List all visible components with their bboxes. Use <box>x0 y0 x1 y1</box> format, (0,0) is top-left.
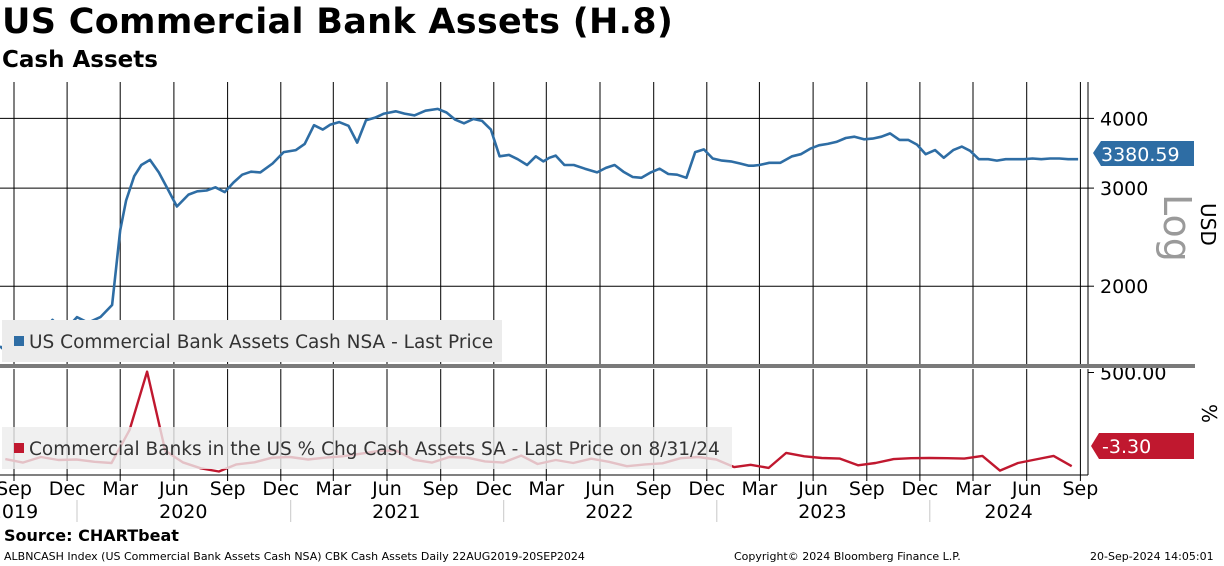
upper-last-value-label: 3380.59 <box>1101 144 1180 166</box>
upper-y-tick-label: 4000 <box>1100 108 1148 130</box>
x-tick-label-year: 2024 <box>984 501 1032 523</box>
x-tick-label-year: 2023 <box>798 501 846 523</box>
grid-layer <box>0 82 1088 475</box>
upper-last-value-shape <box>1093 141 1194 166</box>
chart-title: US Commercial Bank Assets (H.8) <box>2 2 674 42</box>
x-tick-label-month: Mar <box>315 478 351 500</box>
x-tick-label-month: Dec <box>902 478 939 500</box>
x-tick-label-month: Sep <box>0 478 32 500</box>
x-tick-label-year: 2020 <box>159 501 207 523</box>
scale-label: Log <box>1155 194 1199 262</box>
upper-series-line <box>0 107 1079 358</box>
x-tick-label-month: Jun <box>158 478 189 500</box>
x-tick-label-month: Sep <box>1062 478 1098 500</box>
x-tick-label-month: Sep <box>423 478 459 500</box>
lower-legend-box <box>2 427 732 469</box>
lower-last-value-badge: -3.30 <box>1091 433 1194 459</box>
x-tick-label-month: Mar <box>955 478 991 500</box>
x-tick-label-month: Dec <box>262 478 299 500</box>
lower-last-value-label: -3.30 <box>1102 436 1151 458</box>
upper-units-label: USD <box>1196 203 1220 246</box>
footer-copyright: Copyright© 2024 Bloomberg Finance L.P. <box>734 550 961 563</box>
x-tick-label-month: Sep <box>636 478 672 500</box>
footer-timestamp: 20-Sep-2024 14:05:01 <box>1090 550 1214 563</box>
x-tick-label-month: Dec <box>49 478 86 500</box>
x-tick-label-month: Dec <box>475 478 512 500</box>
axes-layer: Sep Dec Mar Jun Sep Dec Mar Jun Sep Dec Mar Jun Sep D… <box>0 82 1195 523</box>
upper-panel <box>0 107 1079 358</box>
upper-legend-label: US Commercial Bank Assets Cash NSA - Las… <box>29 332 493 353</box>
panel-divider <box>0 364 1195 368</box>
x-tick-label-month: Jun <box>1011 478 1042 500</box>
footer-description: ALBNCASH Index (US Commercial Bank Asset… <box>4 550 585 563</box>
x-tick-label-year: 2022 <box>585 501 633 523</box>
x-tick-label-month: Mar <box>528 478 564 500</box>
x-tick-label-month: Mar <box>741 478 777 500</box>
upper-y-tick-label: 3000 <box>1100 178 1148 200</box>
lower-legend-swatch <box>14 443 24 453</box>
x-tick-label-month: Mar <box>102 478 138 500</box>
x-tick-label-month: Sep <box>849 478 885 500</box>
lower-legend-label: Commercial Banks in the US % Chg Cash As… <box>29 439 720 460</box>
x-tick-label-year: 2019 <box>0 501 38 523</box>
upper-legend: US Commercial Bank Assets Cash NSA - Las… <box>2 320 502 362</box>
upper-y-tick-label: 2000 <box>1100 276 1148 298</box>
x-tick-label-month: Sep <box>210 478 246 500</box>
lower-legend: Commercial Banks in the US % Chg Cash As… <box>2 427 732 469</box>
lower-units-label: % <box>1197 404 1221 423</box>
upper-legend-swatch <box>14 336 24 346</box>
x-tick-label-month: Jun <box>584 478 615 500</box>
upper-last-value-badge: 3380.59 <box>1093 141 1194 166</box>
x-tick-label-month: Jun <box>371 478 402 500</box>
chart-subtitle: Cash Assets <box>2 47 158 73</box>
x-tick-label-year: 2021 <box>372 501 420 523</box>
x-tick-label-month: Jun <box>797 478 828 500</box>
source-note: Source: CHARTbeat <box>4 526 179 545</box>
lower-last-value-shape <box>1091 433 1194 459</box>
x-tick-label-month: Dec <box>688 478 725 500</box>
upper-legend-box <box>2 320 502 362</box>
